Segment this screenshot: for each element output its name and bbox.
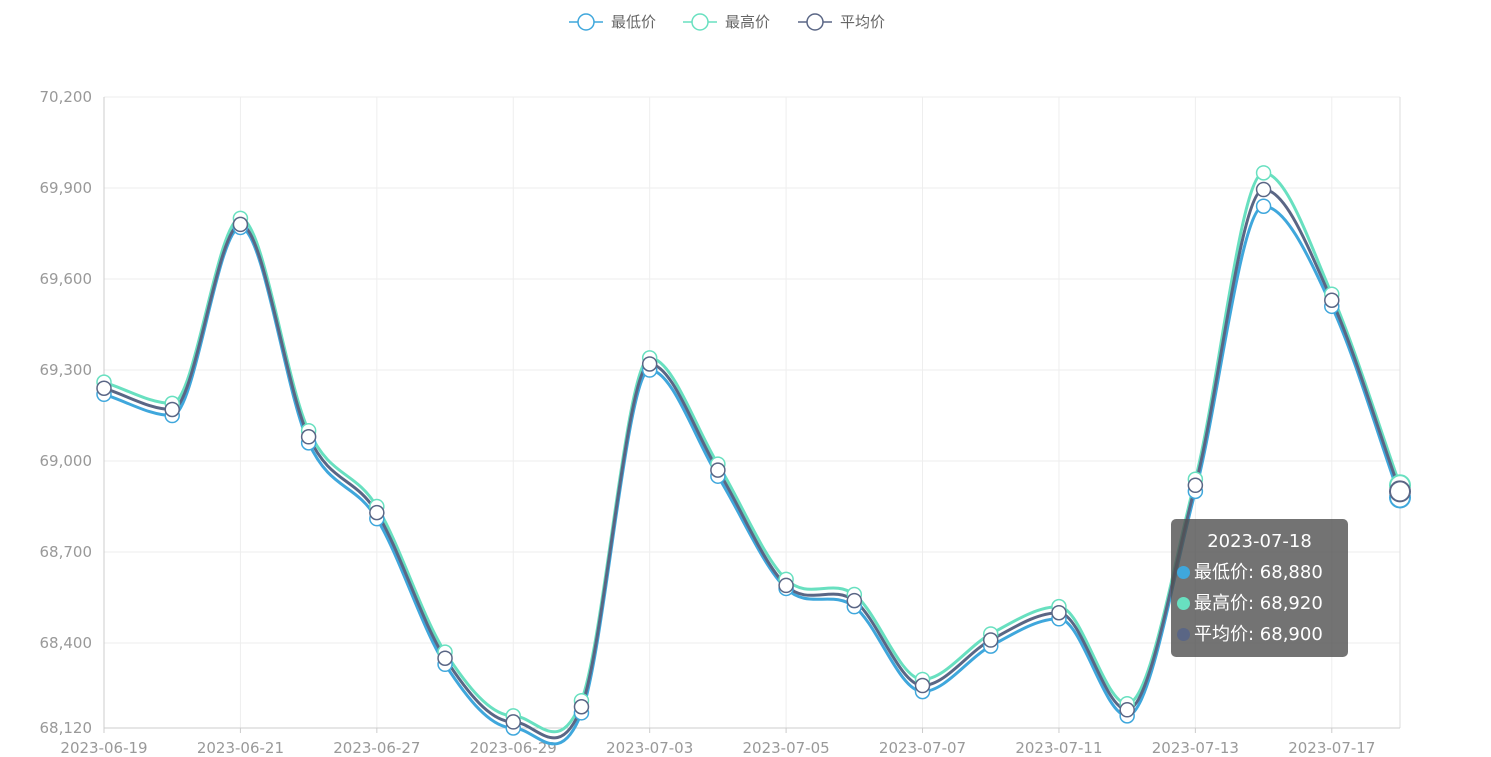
tooltip: 2023-07-18 最低价: 68,880 最高价: 68,920 平均价: … (1171, 519, 1348, 657)
tooltip-high-label: 最高价: 68,920 (1194, 593, 1323, 614)
tooltip-avg-dot (1177, 628, 1190, 641)
legend-label: 最低价 (611, 13, 656, 31)
data-point-avg[interactable] (641, 356, 658, 372)
chart-legend[interactable]: 最低价 最高价 平均价 (569, 13, 885, 31)
legend-item-avg[interactable]: 平均价 (798, 13, 885, 31)
y-tick-label: 70,200 (40, 88, 93, 106)
data-point-avg[interactable] (1187, 477, 1204, 494)
data-point-avg[interactable] (369, 504, 385, 521)
x-tick-label: 2023-07-07 (879, 739, 966, 757)
y-tick-label: 69,000 (40, 452, 93, 470)
data-point-avg[interactable] (1119, 702, 1135, 718)
tooltip-date: 2023-07-18 (1207, 531, 1312, 552)
tooltip-row-low: 最低价: 68,880 (1177, 557, 1342, 588)
x-tick-label: 2023-07-13 (1152, 739, 1239, 757)
data-point-avg[interactable] (982, 632, 999, 648)
legend-swatch-circle (691, 13, 709, 31)
legend-label: 平均价 (840, 13, 885, 31)
data-point-avg[interactable] (1389, 480, 1411, 503)
x-tick-label: 2023-06-29 (470, 739, 557, 757)
legend-item-low[interactable]: 最低价 (569, 13, 656, 31)
y-tick-label: 68,400 (40, 634, 93, 652)
data-point-high[interactable] (1255, 165, 1272, 181)
y-tick-label: 69,300 (40, 361, 93, 379)
y-tick-label: 69,900 (40, 179, 93, 197)
series-line-low (103, 204, 1402, 746)
tooltip-row-avg: 平均价: 68,900 (1177, 619, 1342, 650)
data-point-avg[interactable] (914, 677, 931, 694)
data-point-avg[interactable] (778, 577, 794, 594)
data-point-avg[interactable] (505, 714, 522, 730)
tooltip-row-high: 最高价: 68,920 (1177, 588, 1342, 619)
x-tick-label: 2023-07-03 (606, 739, 693, 757)
x-tick-label: 2023-07-11 (1015, 739, 1102, 757)
x-tick-label: 2023-07-17 (1288, 739, 1375, 757)
data-point-avg[interactable] (96, 380, 112, 396)
legend-label: 最高价 (725, 13, 770, 31)
chart-points[interactable] (96, 165, 1411, 736)
data-point-avg[interactable] (1324, 292, 1340, 309)
data-point-low[interactable] (1255, 198, 1272, 214)
legend-item-high[interactable]: 最高价 (683, 13, 770, 31)
data-point-avg[interactable] (437, 650, 453, 666)
tooltip-high-dot (1177, 597, 1190, 610)
chart-series (103, 171, 1402, 746)
legend-swatch-circle (806, 13, 824, 31)
data-point-avg[interactable] (710, 462, 726, 478)
data-point-avg[interactable] (232, 216, 249, 233)
data-point-avg[interactable] (1051, 604, 1067, 621)
x-tick-label: 2023-06-27 (333, 739, 420, 757)
y-tick-label: 68,120 (40, 719, 93, 737)
tooltip-low-label: 最低价: 68,880 (1194, 562, 1323, 583)
y-tick-label: 69,600 (40, 270, 93, 288)
y-tick-label: 68,700 (40, 543, 93, 561)
chart-axes: 70,200 69,900 69,600 69,300 69,000 68,700 68,4… (40, 88, 1400, 757)
tooltip-low-dot (1177, 566, 1190, 579)
data-point-avg[interactable] (164, 401, 180, 418)
data-point-avg[interactable] (1255, 181, 1272, 198)
x-tick-label: 2023-06-21 (197, 739, 284, 757)
data-point-avg[interactable] (846, 592, 863, 609)
legend-swatch-circle (577, 13, 595, 31)
x-tick-label: 2023-06-19 (60, 739, 147, 757)
tooltip-avg-label: 平均价: 68,900 (1194, 624, 1323, 645)
data-point-avg[interactable] (300, 429, 317, 445)
data-point-avg[interactable] (573, 699, 590, 715)
x-tick-label: 2023-07-05 (743, 739, 830, 757)
